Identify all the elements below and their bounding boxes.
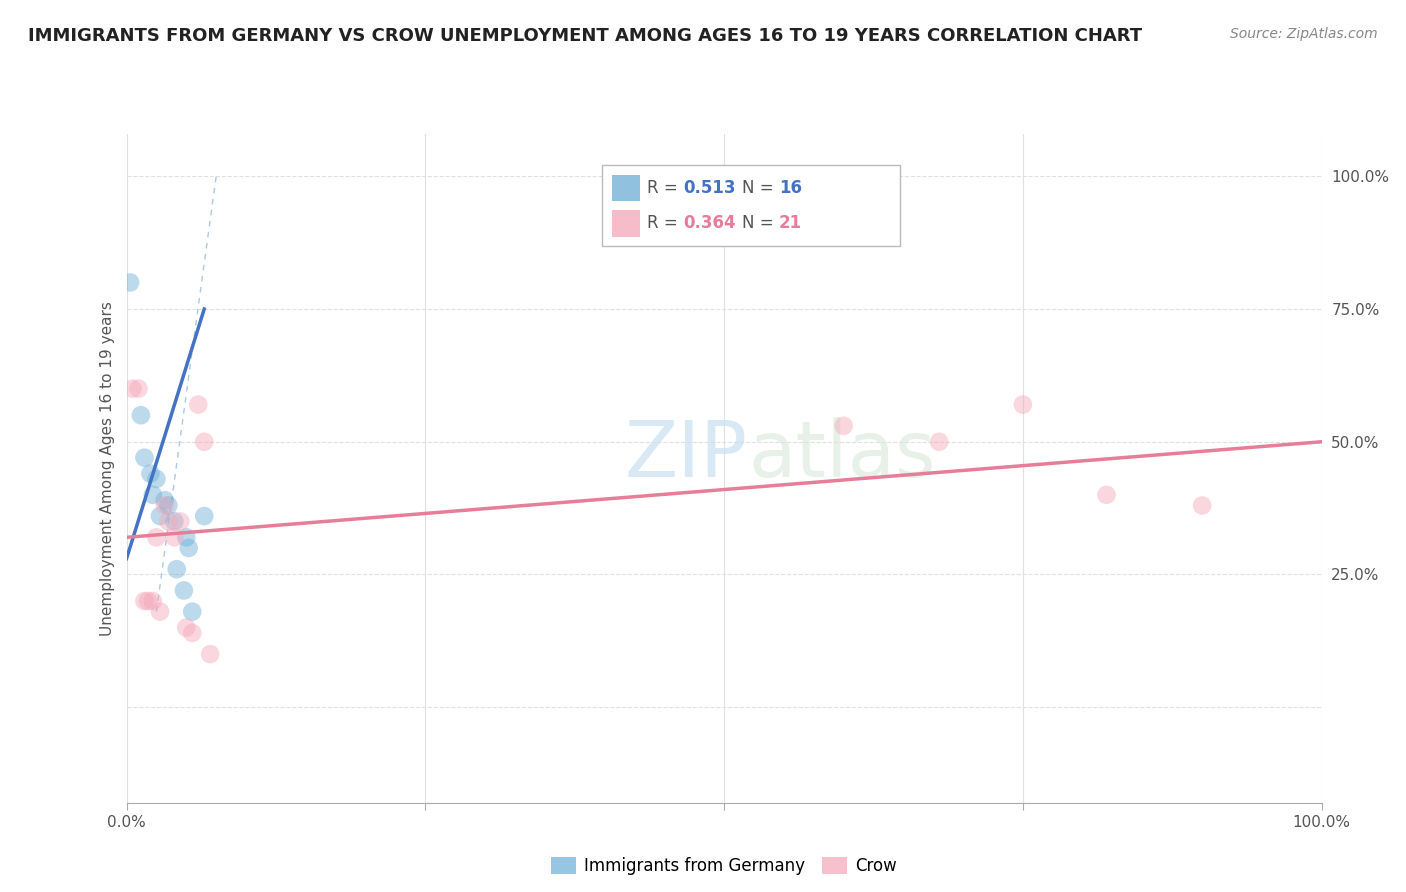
Point <box>166 562 188 576</box>
Text: 21: 21 <box>779 214 801 233</box>
Point <box>149 605 172 619</box>
Point <box>200 647 222 661</box>
Text: N =: N = <box>742 214 779 233</box>
Point <box>142 594 165 608</box>
Text: N =: N = <box>742 179 779 197</box>
Point <box>1095 488 1118 502</box>
Point <box>121 382 143 396</box>
Point <box>181 605 204 619</box>
Text: ZIP: ZIP <box>626 417 748 493</box>
Point <box>134 450 156 465</box>
Point <box>134 594 156 608</box>
Point <box>129 408 152 422</box>
Point <box>193 434 215 449</box>
Point <box>127 382 149 396</box>
Text: Source: ZipAtlas.com: Source: ZipAtlas.com <box>1230 27 1378 41</box>
Point <box>174 530 197 544</box>
Text: IMMIGRANTS FROM GERMANY VS CROW UNEMPLOYMENT AMONG AGES 16 TO 19 YEARS CORRELATI: IMMIGRANTS FROM GERMANY VS CROW UNEMPLOY… <box>28 27 1142 45</box>
Point <box>832 418 855 433</box>
Point <box>181 626 204 640</box>
Legend: Immigrants from Germany, Crow: Immigrants from Germany, Crow <box>544 850 904 881</box>
Point <box>136 594 159 608</box>
Point <box>157 499 180 513</box>
Text: R =: R = <box>647 214 683 233</box>
Point <box>149 509 172 524</box>
Text: R =: R = <box>647 179 683 197</box>
Point <box>163 515 186 529</box>
Point <box>174 621 197 635</box>
Point <box>157 515 180 529</box>
Text: 0.513: 0.513 <box>683 179 735 197</box>
Point <box>145 472 167 486</box>
Point <box>187 398 209 412</box>
Point <box>145 530 167 544</box>
Point <box>153 499 176 513</box>
Point <box>169 515 191 529</box>
Text: atlas: atlas <box>748 417 935 493</box>
Y-axis label: Unemployment Among Ages 16 to 19 years: Unemployment Among Ages 16 to 19 years <box>100 301 115 636</box>
Point <box>139 467 162 481</box>
Text: 0.364: 0.364 <box>683 214 735 233</box>
Point <box>120 276 142 290</box>
Point <box>163 530 186 544</box>
Point <box>193 509 215 524</box>
Point <box>1011 398 1033 412</box>
Point <box>153 493 176 508</box>
Point <box>173 583 195 598</box>
Point <box>142 488 165 502</box>
Point <box>1191 499 1213 513</box>
Point <box>177 541 200 555</box>
Text: 16: 16 <box>779 179 801 197</box>
Point <box>928 434 950 449</box>
